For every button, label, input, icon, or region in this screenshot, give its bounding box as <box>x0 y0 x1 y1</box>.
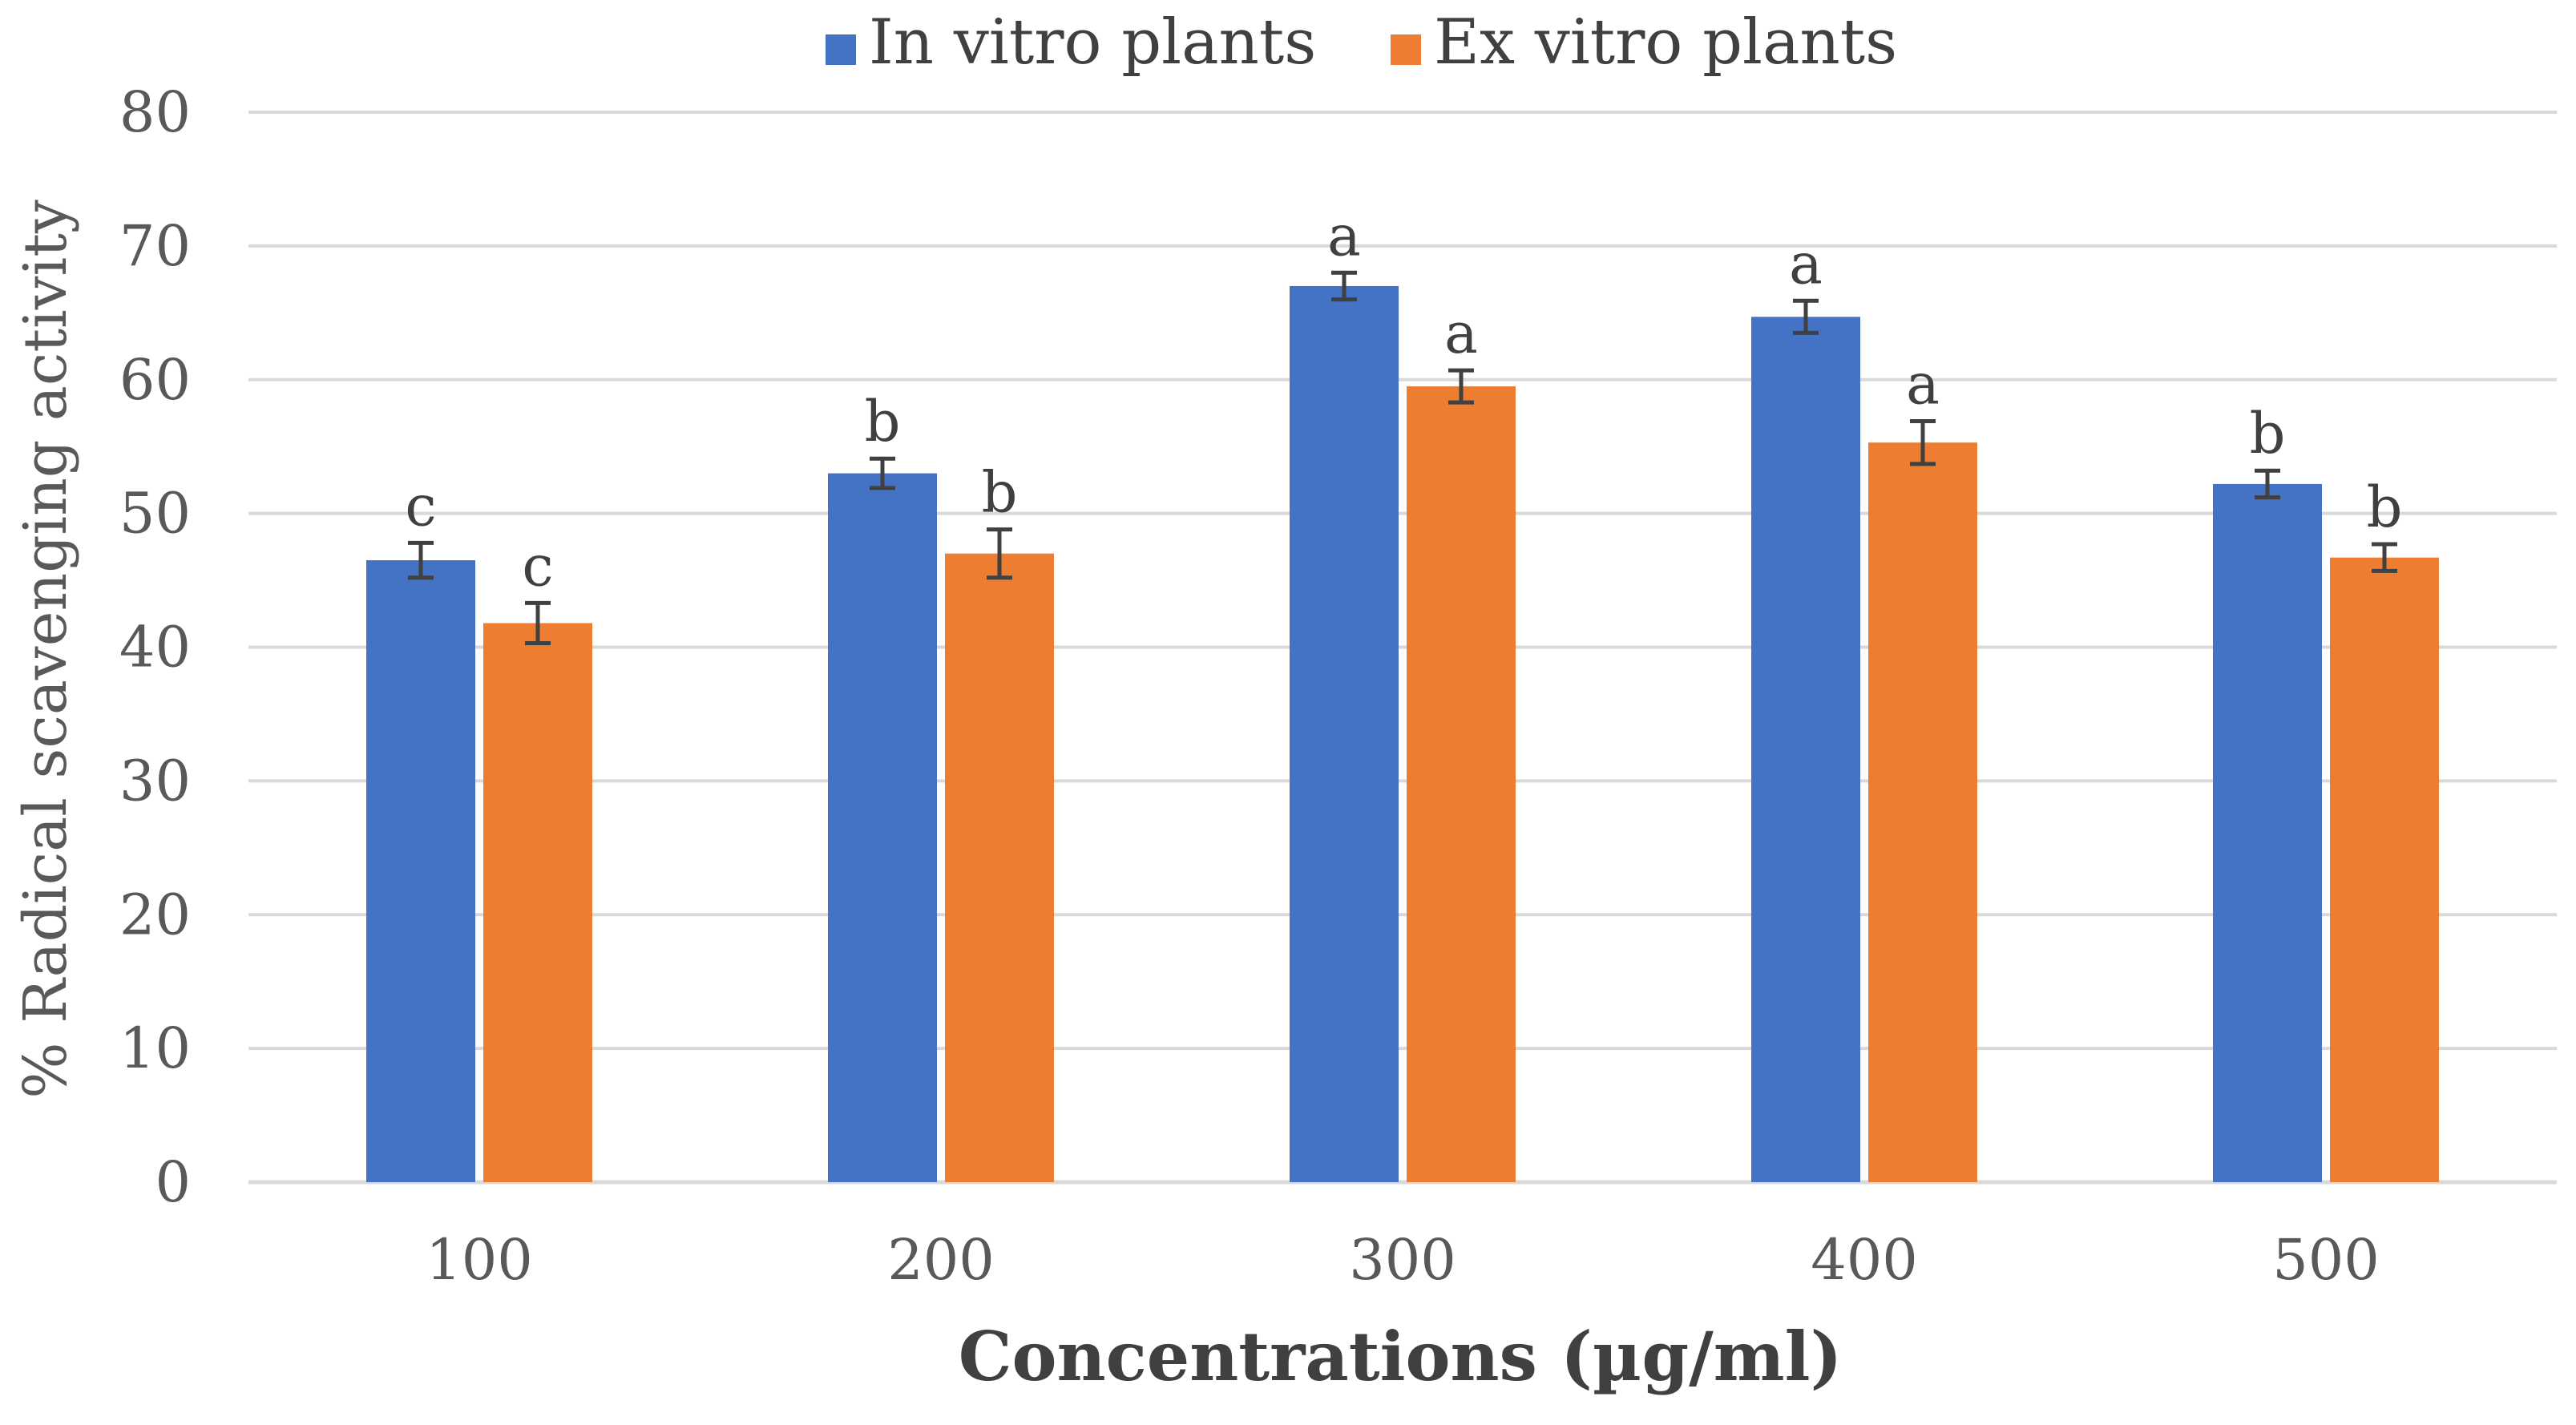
x-tick-labels: 100 200 300 400 500 <box>426 1227 2380 1293</box>
x-axis-title: Concentrations (µg/ml) <box>959 1317 1843 1396</box>
y-tick-label: 30 <box>119 748 191 813</box>
bar-in-vitro-100 <box>366 560 475 1182</box>
bar-ex-vitro-100 <box>483 623 592 1182</box>
x-tick-label: 300 <box>1349 1227 1456 1293</box>
error-bar <box>987 527 1012 580</box>
significance-label: b <box>2250 401 2286 466</box>
x-tick-label: 100 <box>426 1227 533 1293</box>
error-bar <box>2255 468 2280 500</box>
y-tick-label: 50 <box>119 481 191 547</box>
error-bar <box>1331 270 1357 302</box>
y-tick-label: 0 <box>155 1149 191 1215</box>
error-bar <box>870 456 895 490</box>
bar-ex-vitro-200 <box>945 553 1054 1182</box>
significance-label: a <box>1906 351 1940 417</box>
y-axis-title: % Radical scavenging activity <box>11 200 80 1099</box>
significance-label: c <box>405 473 436 539</box>
significance-label: c <box>522 533 553 599</box>
error-bar <box>1448 368 1474 405</box>
legend-swatch-in-vitro <box>826 34 856 65</box>
gridlines <box>248 111 2557 1185</box>
significance-label: b <box>2367 474 2403 540</box>
x-tick-label: 200 <box>887 1227 995 1293</box>
legend-label-ex-vitro: Ex vitro plants <box>1434 6 1897 79</box>
legend-swatch-ex-vitro <box>1391 34 1421 65</box>
significance-label: a <box>1789 231 1823 297</box>
bar-in-vitro-400 <box>1751 317 1860 1183</box>
significance-label: a <box>1327 203 1361 268</box>
significance-label: a <box>1444 301 1478 366</box>
y-tick-label: 40 <box>119 615 191 680</box>
significance-labels: c c b b a a a a b b <box>405 203 2402 599</box>
bar-ex-vitro-400 <box>1868 442 1977 1182</box>
x-tick-label: 400 <box>1811 1227 1918 1293</box>
x-tick-label: 500 <box>2272 1227 2380 1293</box>
y-tick-label: 60 <box>119 347 191 413</box>
y-tick-labels: 0 10 20 30 40 50 60 70 80 <box>119 79 191 1215</box>
error-bar <box>1793 298 1819 335</box>
error-bar <box>2372 542 2397 573</box>
significance-label: b <box>982 460 1018 526</box>
bar-in-vitro-500 <box>2213 483 2322 1182</box>
error-bar <box>408 540 434 580</box>
error-bar <box>1910 418 1936 466</box>
error-bars <box>408 270 2397 645</box>
bar-ex-vitro-500 <box>2330 557 2439 1182</box>
y-tick-label: 20 <box>119 882 191 947</box>
significance-label: b <box>865 389 901 454</box>
legend: In vitro plants Ex vitro plants <box>826 6 1897 79</box>
bar-in-vitro-300 <box>1290 285 1399 1182</box>
y-tick-label: 10 <box>119 1015 191 1081</box>
error-bar <box>525 600 551 645</box>
bars <box>366 285 2439 1183</box>
y-tick-label: 70 <box>119 213 191 279</box>
y-tick-label: 80 <box>119 79 191 145</box>
legend-label-in-vitro: In vitro plants <box>869 6 1316 79</box>
bar-in-vitro-200 <box>828 473 937 1182</box>
bar-ex-vitro-300 <box>1407 386 1516 1182</box>
